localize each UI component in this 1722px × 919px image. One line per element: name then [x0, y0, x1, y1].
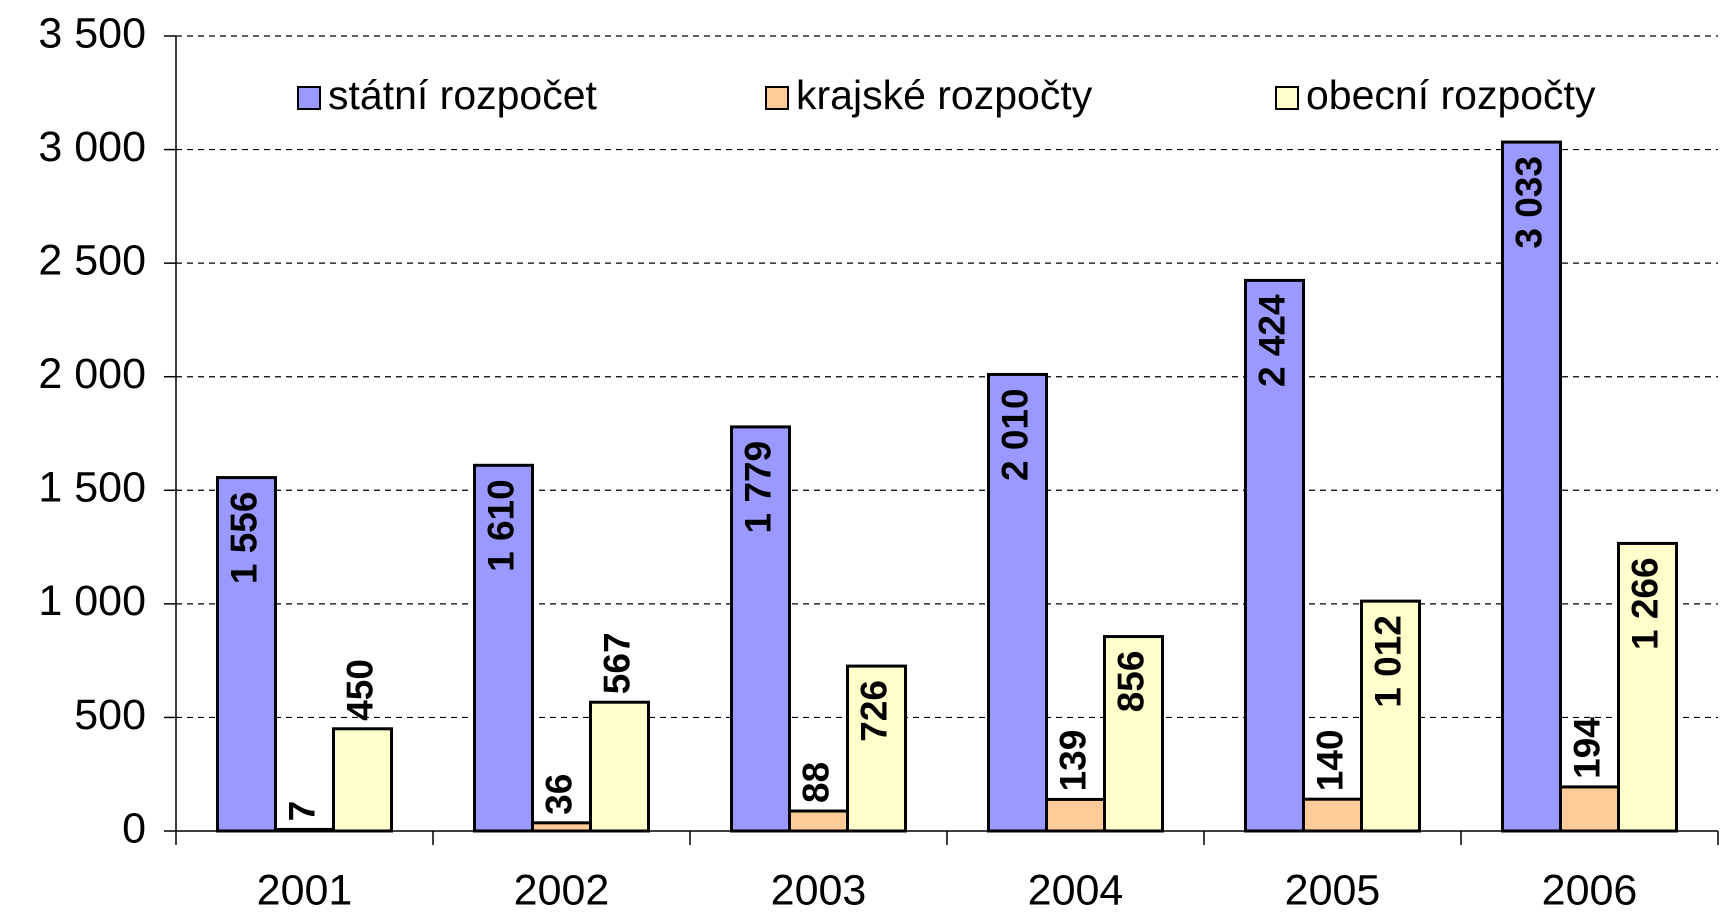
data-label: 140	[1309, 729, 1350, 791]
data-label: 726	[853, 680, 894, 742]
y-tick-label: 0	[122, 804, 146, 852]
bar	[1103, 635, 1164, 833]
data-label: 88	[795, 762, 836, 803]
bar	[1244, 278, 1305, 833]
data-label: 1 556	[223, 492, 264, 585]
x-tick-label: 2004	[1028, 866, 1124, 914]
y-tick-label: 1 500	[38, 464, 146, 512]
x-tick-label: 2002	[514, 866, 610, 914]
x-tick-label: 2003	[771, 866, 867, 914]
y-tick-label: 1 000	[38, 577, 146, 625]
legend-label: státní rozpočet	[328, 72, 598, 118]
bar	[589, 700, 650, 833]
legend-swatch	[1275, 86, 1299, 110]
data-label: 856	[1110, 651, 1151, 713]
x-tick-label: 2001	[257, 866, 353, 914]
y-tick-label: 3 000	[38, 123, 146, 171]
bar	[216, 476, 277, 833]
data-label: 450	[339, 659, 380, 721]
bar	[332, 727, 393, 833]
data-label: 2 424	[1251, 294, 1292, 387]
bar	[1045, 797, 1106, 833]
y-tick-label: 3 500	[38, 9, 146, 57]
legend-bg	[280, 62, 1680, 136]
data-label: 1 266	[1624, 557, 1665, 650]
x-tick-label: 2006	[1542, 866, 1638, 914]
data-label: 1 610	[480, 479, 521, 572]
data-label: 7	[281, 801, 322, 822]
data-label: 1 012	[1367, 615, 1408, 708]
legend-swatch	[297, 86, 321, 110]
x-tick-label: 2005	[1285, 866, 1381, 914]
y-tick-label: 500	[74, 691, 146, 739]
legend-label: krajské rozpočty	[796, 72, 1093, 118]
bar	[788, 809, 849, 833]
bar	[1302, 797, 1363, 833]
bar	[473, 463, 534, 833]
legend: státní rozpočet krajské rozpočty obecní ro…	[280, 62, 1680, 136]
bar	[1501, 140, 1562, 833]
bar	[1617, 541, 1678, 833]
bar	[1360, 599, 1421, 833]
bar	[1559, 785, 1620, 833]
legend-label: obecní rozpočty	[1306, 72, 1596, 118]
data-label: 194	[1566, 717, 1607, 779]
bar	[730, 425, 791, 833]
data-label: 2 010	[994, 388, 1035, 481]
bar	[531, 821, 592, 833]
bar	[274, 827, 335, 833]
legend-swatch	[765, 86, 789, 110]
data-label: 1 779	[737, 441, 778, 534]
y-tick-label: 2 500	[38, 237, 146, 285]
bar	[987, 372, 1048, 833]
data-label: 567	[596, 632, 637, 694]
y-tick-label: 2 000	[38, 350, 146, 398]
bar	[846, 664, 907, 833]
data-label: 139	[1052, 730, 1093, 792]
data-label: 3 033	[1508, 156, 1549, 249]
data-label: 36	[538, 774, 579, 815]
